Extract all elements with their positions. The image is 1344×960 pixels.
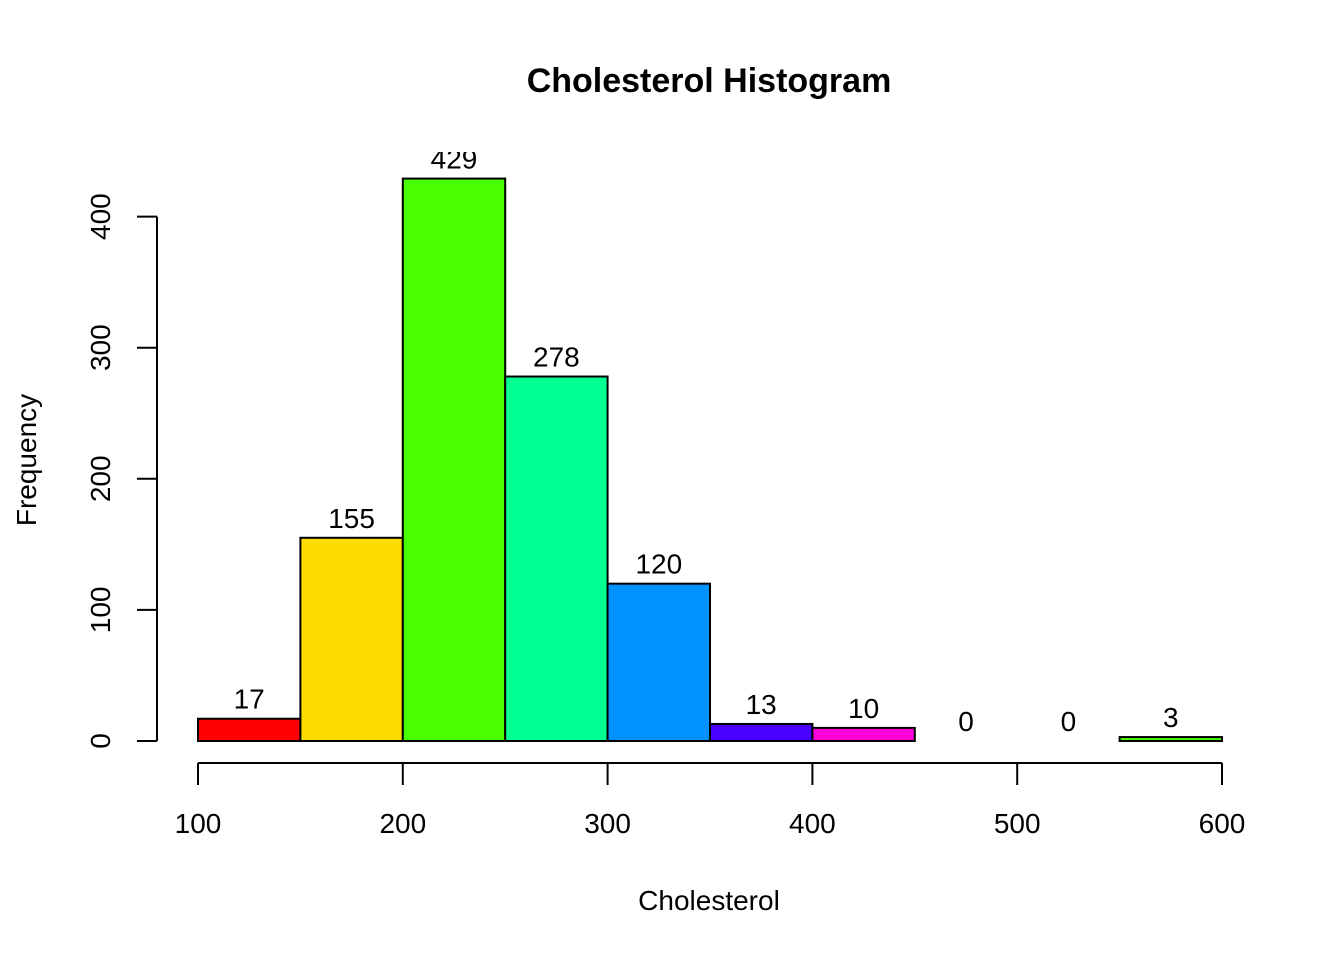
x-tick-label: 300 [584,808,631,839]
y-tick-label: 0 [85,733,116,749]
y-tick-label: 200 [85,455,116,502]
bar-value-label: 17 [234,684,265,715]
x-tick-label: 400 [789,808,836,839]
histogram-bar [1118,736,1223,743]
bar-value-label: 13 [746,689,777,720]
histogram-bar [299,536,404,742]
y-axis: 0 100 200 300 400 [85,193,158,749]
y-tick-label: 100 [85,587,116,634]
histogram-bar [401,177,507,742]
histogram-bar [606,582,711,742]
x-axis: 100 200 300 400 500 600 [175,762,1246,839]
y-tick-label: 400 [85,193,116,240]
bar-value-label: 278 [533,342,580,373]
x-tick-label: 100 [175,808,222,839]
chart-title: Cholesterol Histogram [527,62,892,100]
histogram-bar [504,375,609,742]
y-axis-label: Frequency [11,394,42,526]
data-labels-group: 17 155 429 278 120 13 10 0 0 3 [234,144,1179,737]
bar-value-label: 0 [1061,706,1077,737]
x-tick-label: 500 [994,808,1041,839]
bar-value-label: 429 [431,144,478,175]
bar-value-label: 10 [848,693,879,724]
bars-group [197,177,1223,743]
bar-value-label: 120 [635,549,682,580]
x-tick-label: 600 [1199,808,1246,839]
x-tick-label: 200 [379,808,426,839]
histogram-bar [709,722,814,742]
histogram-bar [811,726,916,743]
bar-value-label: 0 [958,706,974,737]
histogram-bar [197,717,302,743]
bar-value-label: 3 [1163,702,1179,733]
x-axis-label: Cholesterol [638,885,780,916]
y-tick-label: 300 [85,324,116,371]
bar-value-label: 155 [328,503,375,534]
